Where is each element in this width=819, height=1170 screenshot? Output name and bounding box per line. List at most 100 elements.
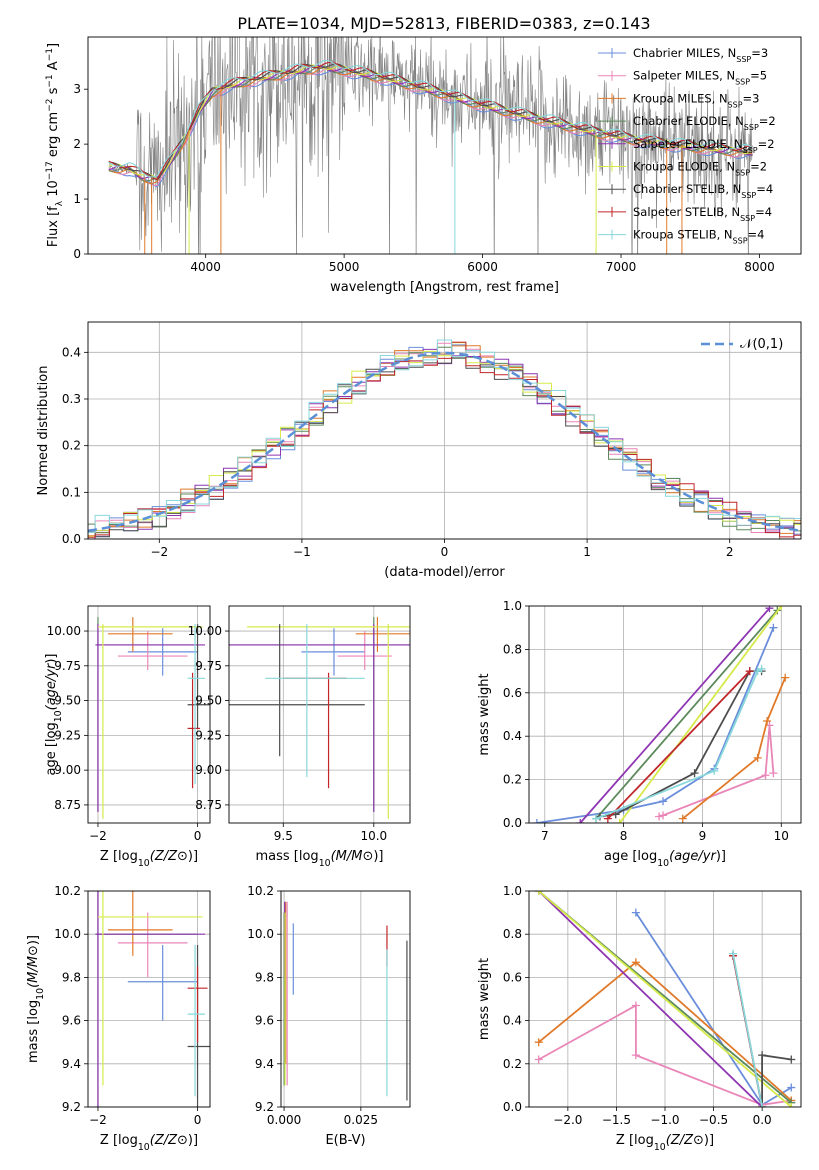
x-tick-label: 0.0 [753, 1113, 772, 1127]
y-tick-label: 3 [73, 82, 81, 96]
y-tick-label: 10.0 [247, 927, 274, 941]
legend-label: Salpeter STELIB, NSSP=4 [633, 205, 772, 223]
spectrum-model-line [108, 59, 753, 178]
spectrum-model-line [108, 65, 753, 182]
y-tick-label: 1.0 [503, 599, 522, 613]
y-tick-label: 0.2 [62, 439, 81, 453]
legend-item: Kroupa ELODIE, NSSP=2 [598, 160, 767, 177]
series-marker [787, 1103, 796, 1107]
errorbar-point [97, 891, 203, 1086]
errorbar-point [117, 912, 188, 978]
y-tick-label: 0.3 [62, 392, 81, 406]
y-axis-label: mass weight [477, 673, 492, 755]
x-tick-label: 8000 [744, 260, 775, 274]
x-tick-label: 9.5 [274, 829, 293, 843]
series-marker [631, 1051, 640, 1060]
plot-area-residuals [88, 322, 801, 539]
y-tick-label: 0.4 [503, 1014, 522, 1028]
panel-mass_vs_ebv: 0.000 0.025 9.2 9.4 9.6 9.8 10.0 10.2 E(B-V) [247, 884, 411, 1148]
x-tick-label: 1 [583, 545, 591, 559]
y-tick-label: 2 [73, 137, 81, 151]
legend-label: 𝒩(0,1) [740, 337, 783, 352]
y-tick-label: 0.1 [62, 485, 81, 499]
axes-frame [87, 36, 802, 255]
x-axis-label: mass [log10(M/M⊙)] [255, 849, 383, 869]
x-tick-label: −2 [89, 1113, 107, 1127]
x-tick-label: 0 [194, 829, 202, 843]
x-tick-label: 0.000 [267, 1113, 301, 1127]
panel-residuals: −2 −1 0 1 2 0.0 0.1 0.2 0.3 0.4 (data-model)/error… [36, 321, 802, 580]
spectrum-model-line [108, 68, 753, 186]
series-marker [690, 769, 699, 778]
axes-frame [87, 605, 211, 824]
series-marker [769, 769, 778, 778]
errorbar-point [107, 617, 173, 652]
y-tick-label: 1.0 [503, 884, 522, 898]
y-tick-label: 10.2 [54, 884, 81, 898]
series-line [538, 891, 792, 1107]
series-marker [655, 812, 664, 821]
errorbar-point [229, 624, 410, 812]
x-tick-label: 0.025 [344, 1113, 378, 1127]
axes-frame [528, 605, 802, 824]
errorbar-point [247, 624, 410, 819]
panel-spectrum: 4000 5000 6000 7000 8000 0 1 2 3 wavelength [Angs… [45, 36, 802, 295]
legend-label: Kroupa MILES, NSSP=3 [633, 91, 759, 109]
x-axis-label: age [log10(age/yr)] [604, 849, 726, 869]
y-tick-label: 9.50 [195, 694, 222, 708]
errorbar-point [265, 624, 365, 778]
legend-label: Kroupa STELIB, NSSP=4 [633, 228, 764, 246]
x-tick-label: 8 [620, 829, 628, 843]
errorbar-point [187, 624, 210, 729]
errorbar-point [187, 672, 201, 789]
y-tick-label: 0.8 [503, 642, 522, 656]
series-line [607, 670, 751, 820]
panel-age_vs_Z: −2 0 8.75 9.00 9.25 9.50 9.75 10.00 Z [log10(Z/Z… [44, 605, 211, 869]
x-axis-label: Z [log10(Z/Z⊙)] [616, 1133, 714, 1153]
series-marker [678, 814, 687, 823]
plot-area-age_vs_Z [88, 606, 210, 823]
axes-frame [528, 890, 802, 1108]
series-marker [710, 766, 719, 775]
y-axis-label: Flux [fλ 10−17 erg cm−2 s−1 A−1] [45, 43, 65, 247]
y-tick-label: 0.6 [503, 970, 522, 984]
y-tick-label: 9.50 [54, 694, 81, 708]
y-tick-label: 10.00 [47, 624, 81, 638]
series-marker [769, 623, 778, 632]
series-line [732, 953, 763, 1107]
y-tick-label: 0 [73, 247, 81, 261]
axes-frame [87, 321, 802, 540]
series-line [538, 891, 763, 1107]
y-tick-label: 0.0 [503, 816, 522, 830]
y-tick-label: 0.8 [503, 927, 522, 941]
plot-area-massweight_vs_age [529, 606, 801, 823]
legend-item: Chabrier MILES, NSSP=3 [598, 46, 768, 64]
residuals-legend: 𝒩(0,1) [701, 337, 783, 352]
y-tick-label: 9.00 [195, 763, 222, 777]
x-tick-label: 0 [194, 1113, 202, 1127]
errorbar-point [355, 617, 410, 652]
y-tick-label: 0.4 [62, 345, 81, 359]
x-tick-label: 10 [774, 829, 789, 843]
y-tick-label: 10.00 [188, 624, 222, 638]
series-marker [753, 753, 762, 762]
series-marker [532, 819, 541, 823]
y-axis-label: mass [log10(M/M⊙)] [26, 935, 46, 1063]
errorbar-point [337, 631, 392, 670]
y-tick-label: 9.4 [62, 1057, 81, 1071]
plot-area-age_vs_mass [229, 606, 410, 823]
series-marker [615, 819, 624, 823]
y-tick-label: 9.25 [54, 728, 81, 742]
errorbar-point [301, 628, 365, 676]
legend-label: Salpeter MILES, NSSP=5 [633, 69, 767, 87]
y-tick-label: 0.2 [503, 773, 522, 787]
y-tick-label: 9.2 [62, 1100, 81, 1114]
panel-massweight_vs_age: 7 8 9 10 0.0 0.2 0.4 0.6 0.8 1.0 age [log10(age/yr… [477, 599, 802, 869]
y-tick-label: 9.2 [255, 1100, 274, 1114]
errorbar-point [187, 966, 208, 1043]
y-tick-label: 8.75 [54, 798, 81, 812]
series-marker [659, 797, 668, 806]
x-axis-label: E(B-V) [325, 1133, 365, 1148]
legend-item: Chabrier ELODIE, NSSP=2 [598, 114, 776, 132]
y-tick-label: 0.4 [503, 729, 522, 743]
